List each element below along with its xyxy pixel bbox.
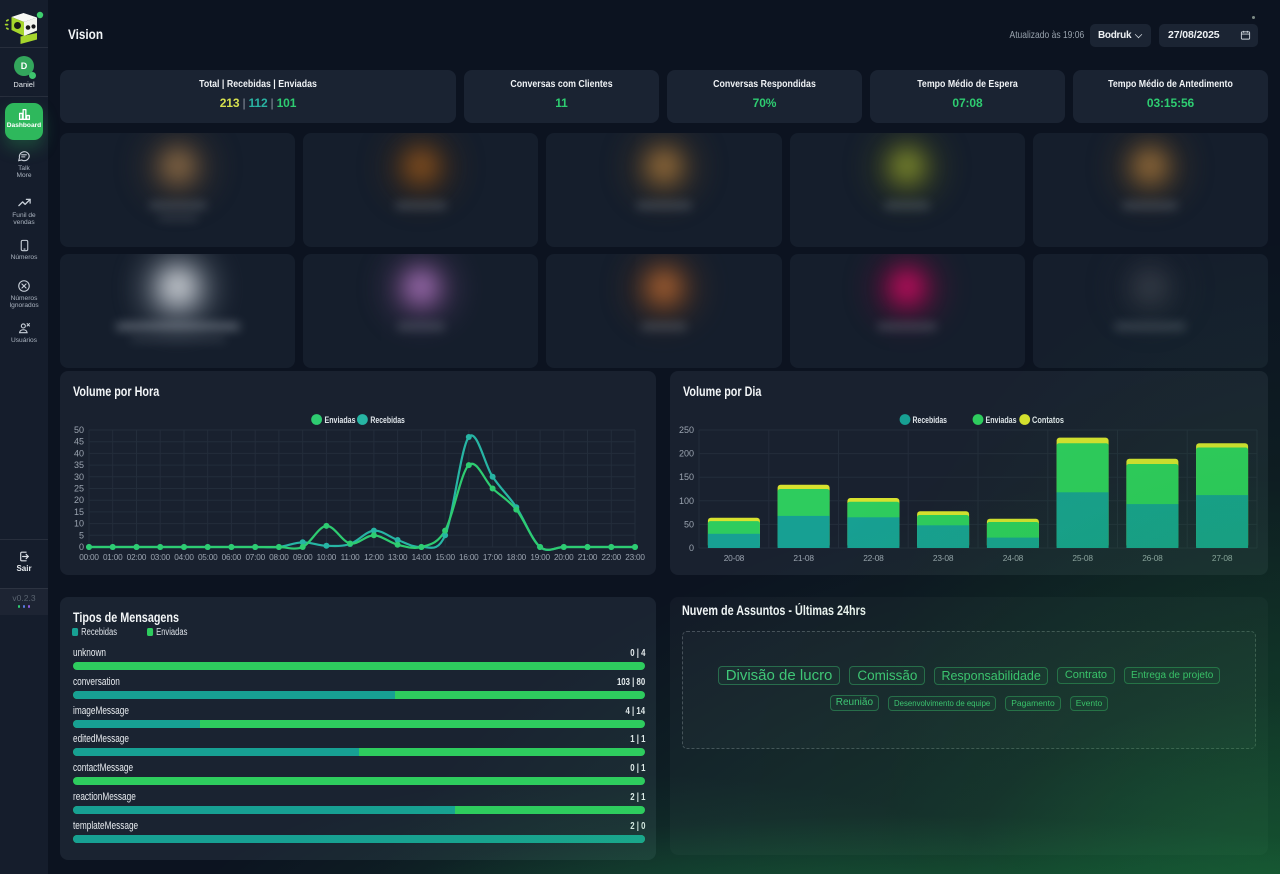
svg-text:200: 200 bbox=[679, 449, 694, 459]
svg-text:10:00: 10:00 bbox=[317, 553, 337, 562]
svg-text:45: 45 bbox=[74, 437, 84, 447]
svg-text:27-08: 27-08 bbox=[1212, 553, 1233, 563]
svg-text:50: 50 bbox=[684, 519, 694, 529]
svg-text:0: 0 bbox=[79, 542, 84, 552]
svg-text:06:00: 06:00 bbox=[222, 553, 242, 562]
svg-text:16:00: 16:00 bbox=[459, 553, 479, 562]
svg-text:50: 50 bbox=[74, 425, 84, 435]
svg-text:250: 250 bbox=[679, 425, 694, 435]
svg-text:23-08: 23-08 bbox=[933, 553, 954, 563]
svg-text:Enviadas: Enviadas bbox=[325, 415, 356, 426]
svg-text:21:00: 21:00 bbox=[578, 553, 598, 562]
svg-text:12:00: 12:00 bbox=[364, 553, 384, 562]
svg-text:07:00: 07:00 bbox=[245, 553, 265, 562]
svg-text:03:00: 03:00 bbox=[150, 553, 170, 562]
svg-text:25-08: 25-08 bbox=[1072, 553, 1093, 563]
svg-text:40: 40 bbox=[74, 448, 84, 458]
svg-text:05:00: 05:00 bbox=[198, 553, 218, 562]
svg-text:0: 0 bbox=[689, 543, 694, 553]
svg-text:20:00: 20:00 bbox=[554, 553, 574, 562]
svg-text:08:00: 08:00 bbox=[269, 553, 289, 562]
svg-text:Enviadas: Enviadas bbox=[986, 415, 1017, 426]
svg-text:22-08: 22-08 bbox=[863, 553, 884, 563]
svg-text:24-08: 24-08 bbox=[1003, 553, 1024, 563]
svg-text:30: 30 bbox=[74, 472, 84, 482]
svg-text:04:00: 04:00 bbox=[174, 553, 194, 562]
svg-text:22:00: 22:00 bbox=[602, 553, 622, 562]
svg-text:5: 5 bbox=[79, 530, 84, 540]
svg-text:11:00: 11:00 bbox=[341, 553, 361, 562]
svg-text:15: 15 bbox=[74, 507, 84, 517]
svg-text:26-08: 26-08 bbox=[1142, 553, 1163, 563]
svg-text:09:00: 09:00 bbox=[293, 553, 313, 562]
svg-text:10: 10 bbox=[74, 519, 84, 529]
svg-text:02:00: 02:00 bbox=[127, 553, 147, 562]
svg-text:14:00: 14:00 bbox=[412, 553, 432, 562]
svg-text:20: 20 bbox=[74, 495, 84, 505]
svg-text:13:00: 13:00 bbox=[388, 553, 408, 562]
svg-text:18:00: 18:00 bbox=[507, 553, 527, 562]
svg-text:00:00: 00:00 bbox=[79, 553, 99, 562]
svg-text:23:00: 23:00 bbox=[625, 553, 645, 562]
svg-text:150: 150 bbox=[679, 472, 694, 482]
svg-text:25: 25 bbox=[74, 484, 84, 494]
svg-text:35: 35 bbox=[74, 460, 84, 470]
svg-text:100: 100 bbox=[679, 496, 694, 506]
svg-text:01:00: 01:00 bbox=[103, 553, 123, 562]
svg-text:17:00: 17:00 bbox=[483, 553, 503, 562]
svg-text:19:00: 19:00 bbox=[530, 553, 550, 562]
svg-text:Recebidas: Recebidas bbox=[370, 415, 405, 426]
svg-text:Recebidas: Recebidas bbox=[913, 415, 948, 426]
svg-text:15:00: 15:00 bbox=[435, 553, 455, 562]
svg-text:20-08: 20-08 bbox=[724, 553, 745, 563]
svg-text:Contatos: Contatos bbox=[1032, 415, 1064, 426]
svg-text:21-08: 21-08 bbox=[793, 553, 814, 563]
